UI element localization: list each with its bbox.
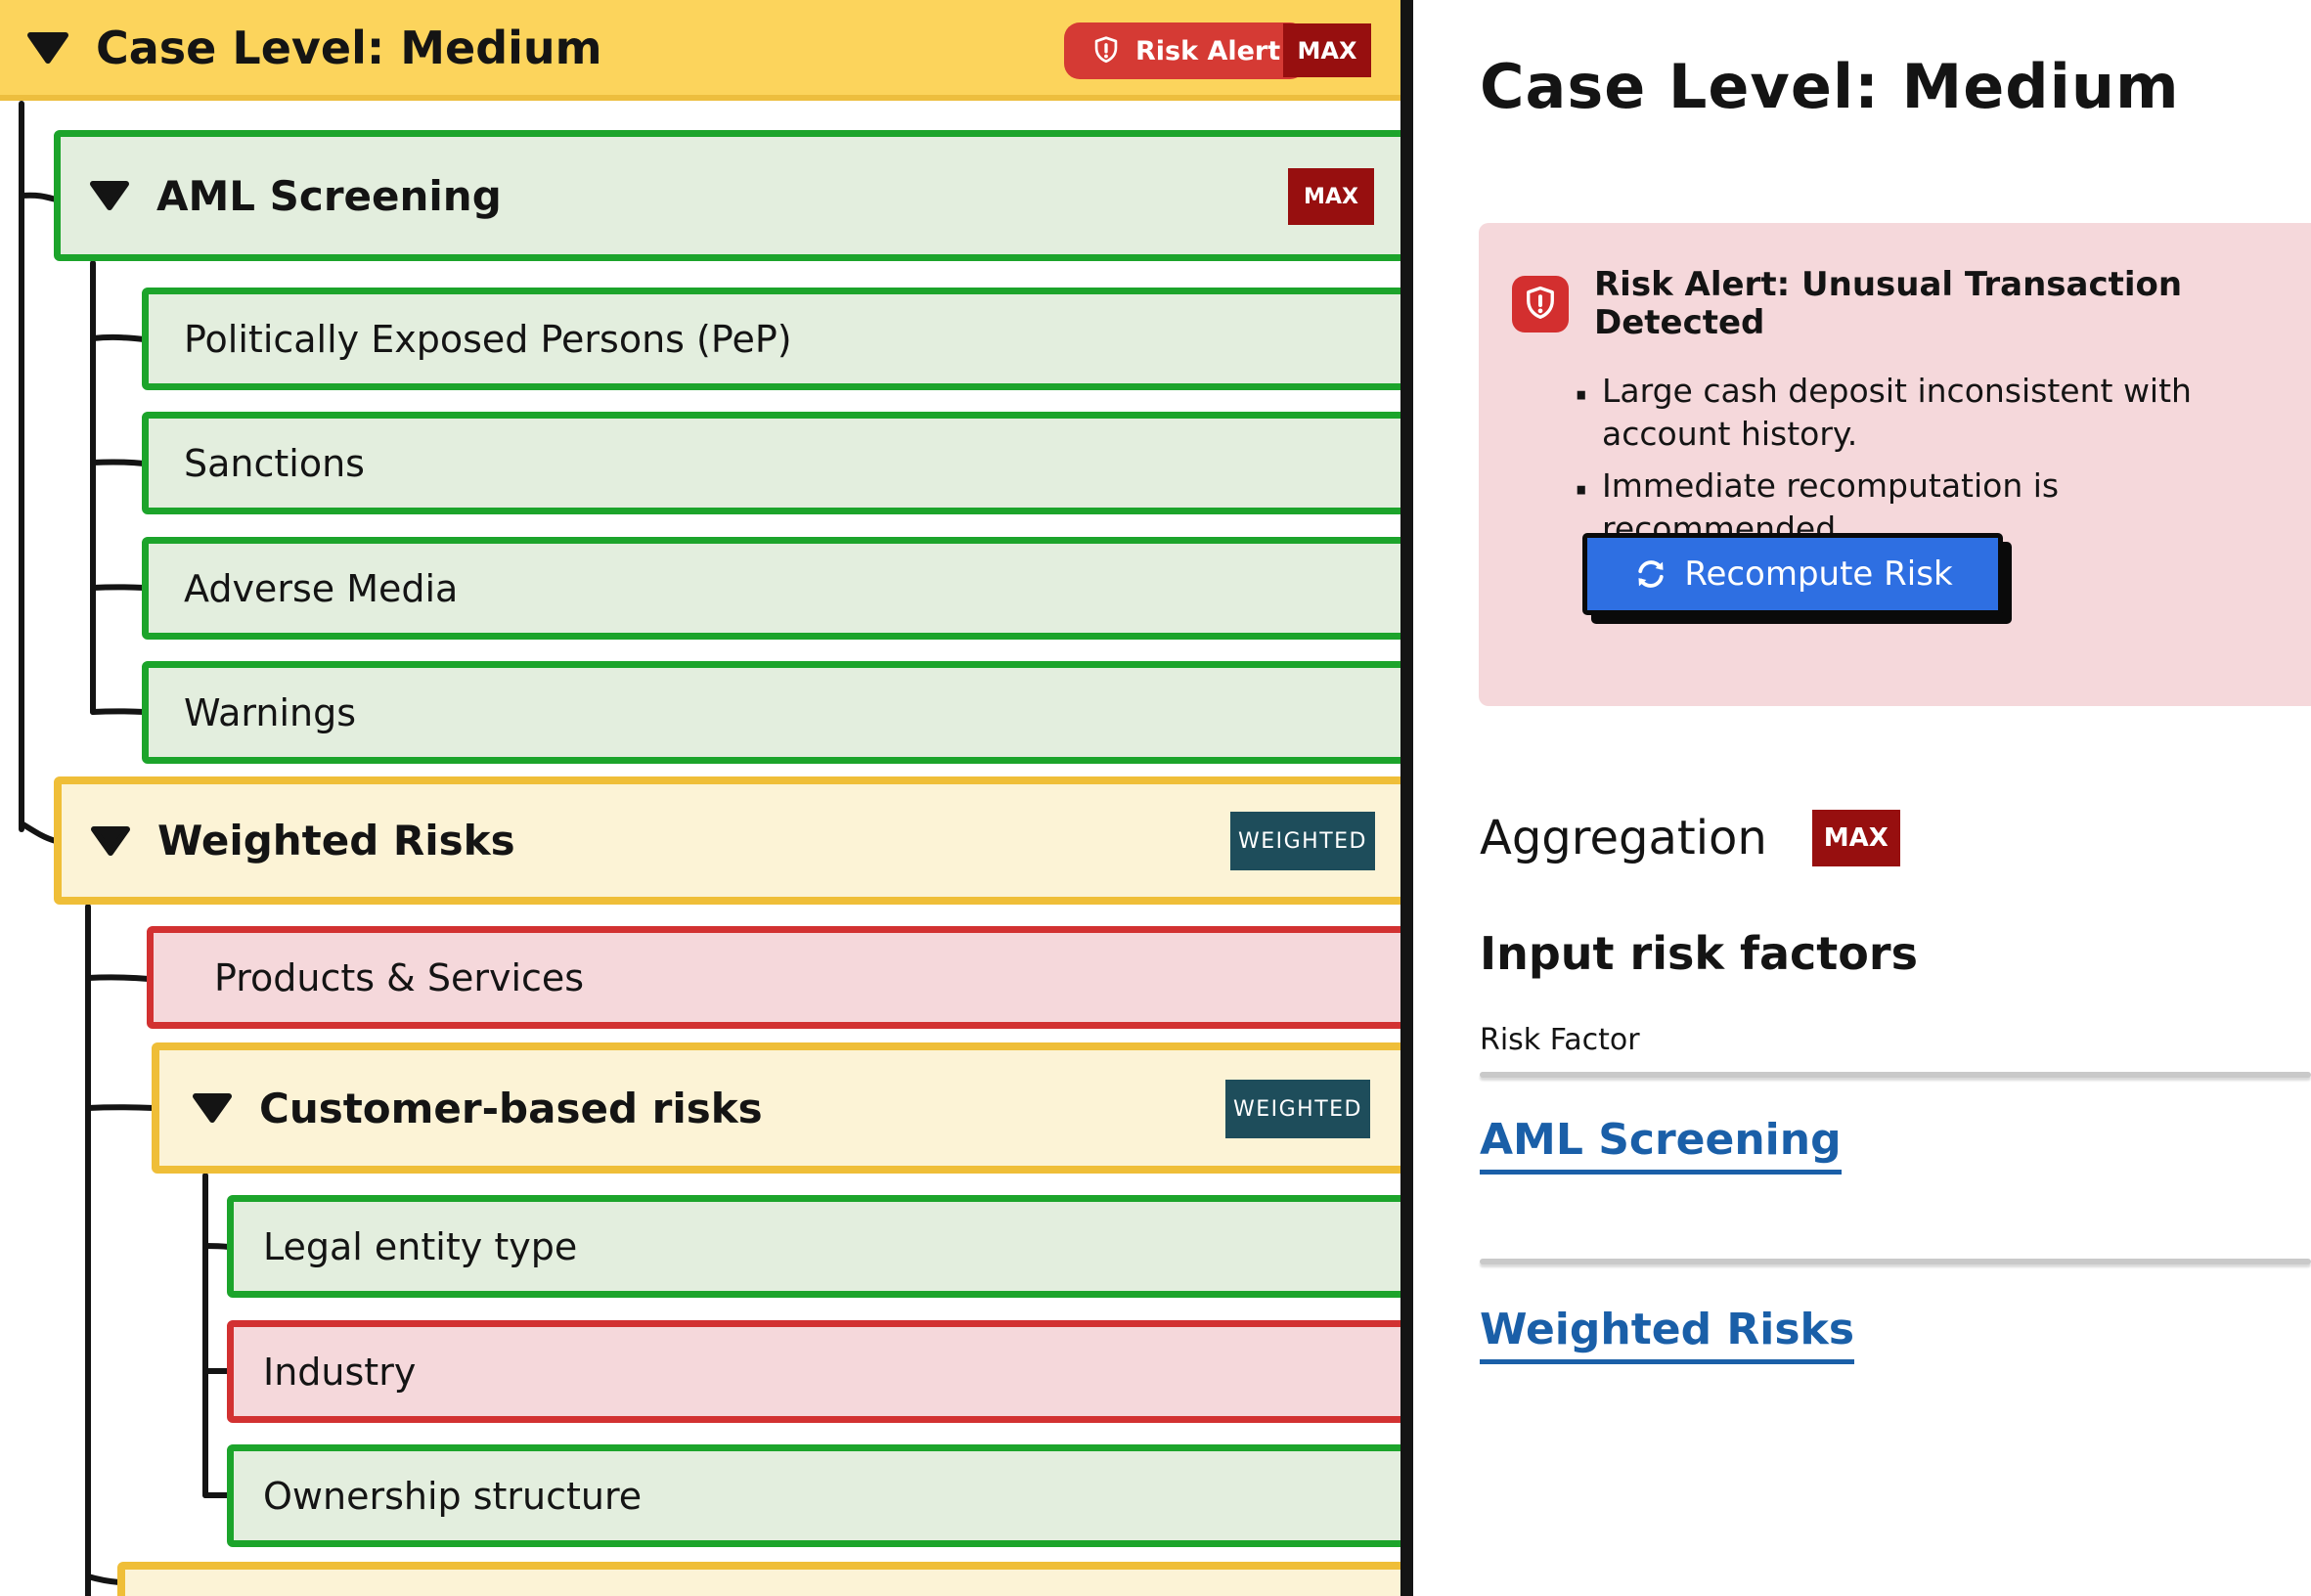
risk-factor-column-header: Risk Factor	[1480, 1023, 1640, 1057]
collapse-triangle-icon[interactable]	[89, 823, 132, 859]
tree-node-warnings[interactable]: Warnings	[142, 661, 1400, 764]
shield-alert-icon	[1094, 36, 1118, 64]
node-label: Industry	[263, 1350, 417, 1394]
risk-alert-bullet-list: Large cash deposit inconsistent with acc…	[1565, 366, 2261, 559]
node-label: AML Screening	[156, 171, 502, 220]
node-label: Adverse Media	[184, 566, 459, 610]
tree-node-sanctions[interactable]: Sanctions	[142, 412, 1400, 514]
node-label: Warnings	[184, 690, 357, 734]
weighted-badge: WEIGHTED	[1225, 1080, 1370, 1138]
tree-node-aml-screening[interactable]: AML Screening MAX	[54, 130, 1400, 261]
node-label: Politically Exposed Persons (PeP)	[184, 317, 792, 361]
weighted-badge: WEIGHTED	[1230, 812, 1375, 870]
node-label: Ownership structure	[263, 1474, 643, 1518]
tree-node-pep[interactable]: Politically Exposed Persons (PeP)	[142, 288, 1400, 390]
tree-node-products-services[interactable]: Products & Services	[147, 926, 1400, 1029]
risk-tree-panel: Case Level: Medium Risk Alert MAX AML Sc…	[0, 0, 1400, 1596]
node-label: Products & Services	[214, 955, 585, 999]
collapse-triangle-icon[interactable]	[25, 29, 70, 66]
tree-node-customer-based-risks[interactable]: Customer-based risks WEIGHTED	[152, 1042, 1400, 1174]
risk-alert-pill[interactable]: Risk Alert	[1064, 22, 1307, 79]
shield-alert-icon	[1512, 276, 1569, 333]
tree-node-weighted-risks[interactable]: Weighted Risks WEIGHTED	[54, 776, 1400, 905]
tree-node-adverse-media[interactable]: Adverse Media	[142, 537, 1400, 640]
node-label: Weighted Risks	[157, 817, 515, 864]
tree-node-ownership-structure[interactable]: Ownership structure	[227, 1444, 1400, 1547]
page-title: Case Level: Medium	[1480, 51, 2180, 122]
divider-rule	[1480, 1259, 2311, 1264]
collapse-triangle-icon[interactable]	[191, 1090, 234, 1126]
aml-max-badge: MAX	[1288, 168, 1374, 225]
node-label: Sanctions	[184, 441, 365, 485]
panel-divider	[1400, 0, 1413, 1596]
collapse-triangle-icon[interactable]	[88, 178, 131, 213]
risk-alert-header: Risk Alert: Unusual Transaction Detected	[1512, 265, 2294, 343]
tree-node-industry[interactable]: Industry	[227, 1320, 1400, 1423]
root-label: Case Level: Medium	[96, 21, 602, 74]
risk-alert-box: Risk Alert: Unusual Transaction Detected…	[1479, 223, 2311, 706]
detail-panel: Case Level: Medium Risk Alert: Unusual T…	[1413, 0, 2311, 1596]
tree-root-case-level[interactable]: Case Level: Medium Risk Alert MAX	[0, 0, 1400, 101]
recompute-risk-label: Recompute Risk	[1684, 554, 1953, 594]
aggregation-label: Aggregation	[1480, 811, 1767, 865]
risk-alert-title: Risk Alert: Unusual Transaction Detected	[1594, 265, 2183, 343]
factor-link-weighted-risks[interactable]: Weighted Risks	[1480, 1305, 1855, 1364]
aggregation-row: Aggregation MAX	[1480, 810, 1900, 866]
refresh-icon	[1638, 560, 1665, 588]
tree-node-legal-entity-type[interactable]: Legal entity type	[227, 1195, 1400, 1298]
aggregation-max-badge: MAX	[1811, 810, 1900, 866]
input-risk-factors-title: Input risk factors	[1480, 927, 1918, 980]
alert-bullet: Large cash deposit inconsistent with acc…	[1565, 366, 2261, 455]
factor-link-aml-screening[interactable]: AML Screening	[1480, 1115, 1842, 1175]
recompute-risk-button[interactable]: Recompute Risk	[1582, 533, 2003, 615]
node-label: Legal entity type	[263, 1224, 578, 1268]
tree-connector-lines	[19, 101, 232, 1596]
tree-node-partial-bottom[interactable]	[117, 1562, 1400, 1596]
divider-rule	[1480, 1072, 2311, 1078]
root-max-badge: MAX	[1283, 23, 1371, 77]
node-label: Customer-based risks	[259, 1084, 763, 1132]
risk-alert-pill-label: Risk Alert	[1135, 35, 1281, 66]
